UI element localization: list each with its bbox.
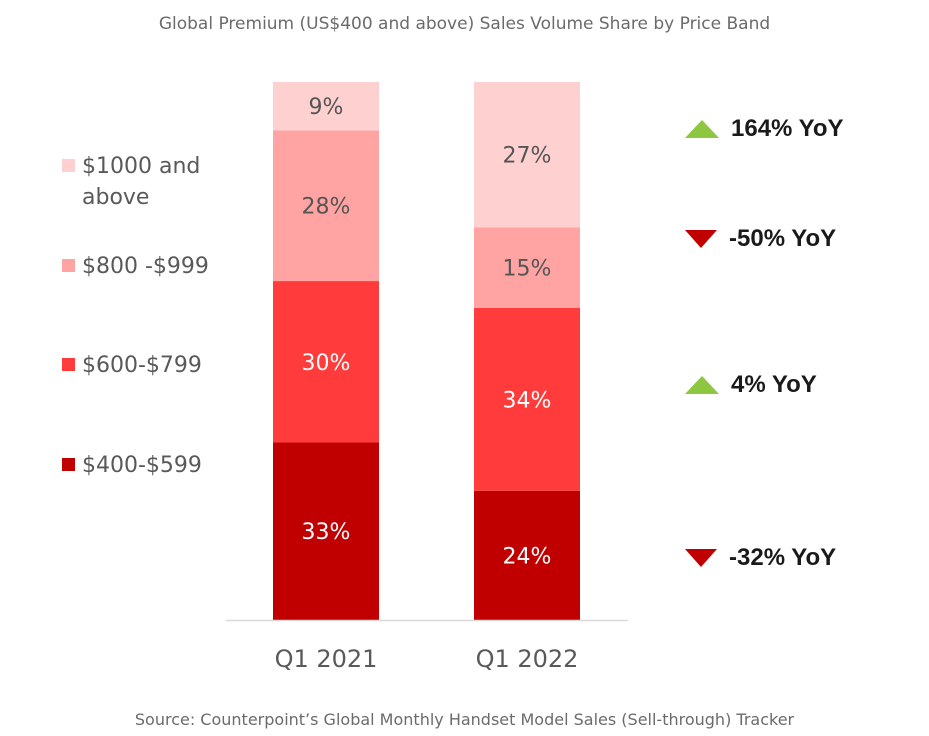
yoy-400-599: -32% YoY	[685, 544, 836, 572]
legend-label: $800 -$999	[82, 254, 209, 279]
bar-segment-q1-2022-3	[474, 82, 580, 228]
bar-segment-q1-2021-0	[273, 442, 379, 620]
data-label: 9%	[309, 95, 344, 120]
x-tick-label: Q1 2022	[476, 645, 579, 673]
legend-label: $400-$599	[82, 453, 202, 478]
triangle-down-icon	[685, 230, 717, 248]
legend-swatch	[62, 159, 75, 172]
data-label: 30%	[302, 351, 351, 376]
legend-swatch	[62, 358, 75, 371]
yoy-value: 4% YoY	[731, 371, 817, 398]
bar-segment-q1-2021-3	[273, 82, 379, 131]
data-label: 15%	[503, 257, 552, 282]
legend-item-800-999: $800 -$999	[62, 251, 232, 282]
yoy-value: -50% YoY	[729, 225, 837, 252]
bar-segment-q1-2022-1	[474, 307, 580, 491]
legend-label: $1000 and above	[82, 154, 201, 210]
bar-segment-q1-2022-2	[474, 227, 580, 308]
triangle-up-icon	[685, 376, 719, 394]
source-note: Source: Counterpoint’s Global Monthly Ha…	[134, 710, 795, 729]
legend-item-1000-and-above: $1000 and above	[62, 151, 232, 213]
yoy-value: 164% YoY	[731, 115, 844, 142]
bar-segment-q1-2022-0	[474, 490, 580, 620]
legend-swatch	[62, 458, 75, 471]
yoy-value: -32% YoY	[729, 544, 837, 571]
legend-label: $600-$799	[82, 353, 202, 378]
data-label: 27%	[503, 144, 552, 169]
triangle-up-icon	[685, 120, 719, 138]
data-label: 34%	[503, 388, 552, 413]
bar-segment-q1-2021-1	[273, 281, 379, 443]
yoy-600-799: 4% YoY	[685, 371, 817, 399]
data-label: 28%	[302, 195, 351, 220]
legend-swatch	[62, 259, 75, 272]
legend-item-400-599: $400-$599	[62, 450, 232, 481]
chart-title: Global Premium (US$400 and above) Sales …	[158, 14, 771, 34]
yoy-1000-and-above: 164% YoY	[685, 115, 844, 143]
x-tick-label: Q1 2021	[275, 645, 378, 673]
bar-segment-q1-2021-2	[273, 130, 379, 282]
data-label: 33%	[302, 520, 351, 545]
triangle-down-icon	[685, 549, 717, 567]
legend-item-600-799: $600-$799	[62, 350, 232, 381]
yoy-800-999: -50% YoY	[685, 225, 836, 253]
data-label: 24%	[503, 544, 552, 569]
